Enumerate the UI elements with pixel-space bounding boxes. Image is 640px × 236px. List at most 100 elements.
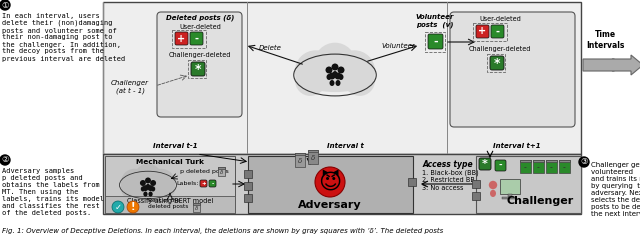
Bar (500, 179, 520, 194)
Text: Labels:: Labels: (176, 181, 198, 186)
Text: Volunteer
posts  (v): Volunteer posts (v) (416, 14, 454, 28)
Ellipse shape (333, 71, 337, 77)
Bar (487, 54, 505, 72)
Bar (193, 203, 200, 212)
Text: In each interval, users
delete their (non)damaging
posts and volunteer some of
t: In each interval, users delete their (no… (2, 13, 125, 62)
Bar (218, 167, 225, 169)
Circle shape (121, 169, 148, 196)
Bar (508, 194, 512, 197)
Text: Interval t-1: Interval t-1 (153, 143, 197, 149)
Text: -: - (550, 163, 553, 172)
Circle shape (150, 180, 156, 186)
Bar (308, 150, 318, 164)
Bar (295, 153, 305, 167)
Bar (244, 182, 252, 190)
Bar (502, 197, 516, 199)
Bar (105, 156, 235, 213)
Text: +: + (177, 34, 186, 43)
Bar (105, 196, 235, 213)
Circle shape (143, 185, 148, 191)
Ellipse shape (146, 184, 150, 189)
Text: ①: ① (1, 0, 9, 9)
Text: δ: δ (311, 155, 315, 161)
Circle shape (145, 177, 151, 183)
Text: Mechanical Turk: Mechanical Turk (136, 159, 204, 165)
FancyBboxPatch shape (191, 62, 205, 76)
Bar (408, 178, 416, 186)
Bar (172, 30, 206, 48)
Bar (472, 180, 480, 188)
Bar (533, 160, 544, 173)
Text: Adversary: Adversary (298, 200, 362, 210)
FancyArrowPatch shape (591, 59, 624, 71)
Text: ②: ② (1, 156, 9, 164)
Circle shape (326, 67, 333, 73)
Text: -: - (537, 163, 540, 172)
FancyBboxPatch shape (491, 25, 504, 38)
Bar (473, 23, 507, 41)
Text: Challenger: Challenger (506, 196, 573, 206)
Ellipse shape (151, 186, 156, 191)
Bar (425, 32, 445, 52)
Text: Challenger
(at t - 1): Challenger (at t - 1) (111, 80, 149, 94)
Text: δ: δ (220, 170, 223, 175)
Text: ✓: ✓ (115, 202, 122, 211)
Circle shape (0, 0, 10, 10)
Circle shape (148, 169, 175, 196)
FancyArrow shape (583, 55, 640, 75)
Text: +: + (201, 181, 206, 186)
Circle shape (0, 155, 10, 165)
Text: *: * (493, 56, 500, 69)
Bar (103, 154, 581, 214)
Circle shape (295, 66, 326, 96)
Ellipse shape (122, 174, 175, 196)
Circle shape (579, 157, 589, 167)
FancyBboxPatch shape (479, 158, 491, 170)
Text: -: - (524, 163, 527, 172)
Circle shape (148, 185, 154, 191)
Circle shape (134, 164, 162, 191)
Text: Adversary samples
p deleted posts and
obtains the labels from
MT. Then using the: Adversary samples p deleted posts and ob… (2, 168, 104, 216)
FancyBboxPatch shape (175, 32, 188, 45)
Text: Access type: Access type (422, 160, 472, 169)
Text: δ: δ (298, 158, 302, 164)
Text: Rest of the
deleted posts: Rest of the deleted posts (148, 198, 188, 209)
Bar (188, 60, 206, 78)
FancyBboxPatch shape (157, 12, 242, 117)
Text: Deleted posts (δ): Deleted posts (δ) (166, 14, 234, 21)
Text: -: - (211, 181, 214, 186)
Text: Volunteer: Volunteer (381, 43, 415, 49)
Text: Interval t+1: Interval t+1 (493, 143, 541, 149)
Circle shape (328, 72, 335, 80)
Circle shape (337, 67, 344, 73)
Bar (447, 2, 448, 154)
Text: Challenger-deleted: Challenger-deleted (169, 52, 231, 58)
Ellipse shape (326, 74, 332, 80)
Ellipse shape (296, 58, 374, 92)
Text: 😈: 😈 (318, 172, 342, 193)
Text: -: - (563, 163, 566, 172)
Bar (244, 194, 252, 202)
Ellipse shape (339, 74, 344, 80)
Text: δ: δ (195, 206, 198, 211)
Bar (103, 2, 581, 154)
Bar (244, 170, 252, 178)
Text: *: * (482, 159, 488, 169)
Text: Challenger gets the
volunteered   posts
and trains its model
by querying  the
ad: Challenger gets the volunteered posts an… (591, 162, 640, 217)
FancyBboxPatch shape (495, 160, 506, 171)
Ellipse shape (148, 191, 153, 197)
Bar (559, 160, 570, 162)
Bar (546, 160, 557, 162)
Bar (559, 160, 570, 173)
Circle shape (315, 167, 345, 197)
Text: *: * (195, 63, 201, 76)
Bar (472, 192, 480, 200)
Ellipse shape (335, 80, 340, 86)
Bar (247, 2, 248, 154)
Text: -: - (195, 34, 198, 43)
Bar (103, 2, 104, 154)
Text: ③: ③ (580, 157, 588, 167)
FancyBboxPatch shape (490, 56, 504, 70)
Bar (193, 203, 200, 205)
Ellipse shape (141, 186, 145, 191)
